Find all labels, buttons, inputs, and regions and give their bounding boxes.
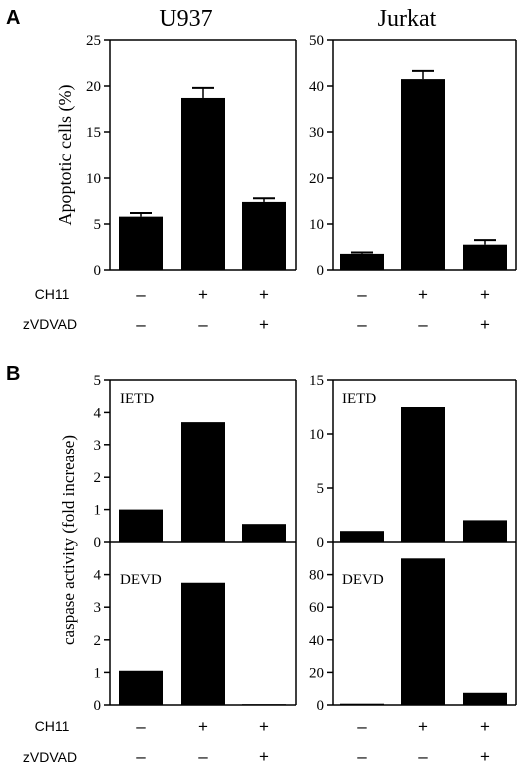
sign-zvdvad-a-jurkat-3: + xyxy=(480,315,490,334)
bar-2 xyxy=(181,97,225,271)
substrate-label: DEVD xyxy=(120,572,162,588)
y-tick-label: 0 xyxy=(317,263,325,279)
bar-3 xyxy=(463,520,507,542)
y-tick-label: 20 xyxy=(309,171,324,187)
sign-ch11-b-u937-2: + xyxy=(198,717,208,736)
sign-zvdvad-b-jurkat-3: + xyxy=(480,747,490,766)
sign-ch11-a-jurkat-2: + xyxy=(418,285,428,304)
row-label-ch11-b: CH11 xyxy=(35,718,70,734)
sign-zvdvad-a-jurkat-1: – xyxy=(357,315,367,334)
sign-ch11-a-u937-3: + xyxy=(259,285,269,304)
bar-3 xyxy=(242,704,286,705)
plot-b-u937-devd: 0 1 2 3 4 DEVD xyxy=(94,542,297,714)
y-tick-label: 50 xyxy=(309,33,324,49)
y-tick-label: 2 xyxy=(94,633,102,649)
sign-ch11-b-u937-3: + xyxy=(259,717,269,736)
sign-zvdvad-b-u937-1: – xyxy=(136,747,146,766)
y-tick-label: 5 xyxy=(317,481,325,497)
substrate-label: IETD xyxy=(342,391,376,407)
bar-2 xyxy=(181,422,225,542)
sign-ch11-b-u937-1: – xyxy=(136,717,146,736)
bar-3 xyxy=(463,244,507,270)
y-tick-label: 20 xyxy=(309,665,324,681)
y-tick-label: 10 xyxy=(86,171,101,187)
bar-1 xyxy=(119,216,163,270)
sign-ch11-a-u937-2: + xyxy=(198,285,208,304)
plot-a-jurkat: 0 10 20 30 40 50 xyxy=(309,33,517,279)
y-tick-label: 3 xyxy=(94,438,102,454)
bar-2 xyxy=(401,407,445,542)
y-tick-label: 4 xyxy=(94,405,102,421)
row-label-zvdvad-b: zVDVAD xyxy=(23,749,77,765)
y-tick-label: 0 xyxy=(94,263,102,279)
sign-ch11-b-jurkat-2: + xyxy=(418,717,428,736)
sign-ch11-a-jurkat-1: – xyxy=(357,285,367,304)
y-tick-label: 10 xyxy=(309,217,324,233)
substrate-label: IETD xyxy=(120,391,154,407)
y-tick-label: 4 xyxy=(94,568,102,584)
sign-zvdvad-b-u937-2: – xyxy=(198,747,208,766)
y-tick-label: 25 xyxy=(86,33,101,49)
y-tick-label: 30 xyxy=(309,125,324,141)
plot-a-u937: 0 5 10 15 20 25 xyxy=(86,33,297,279)
panel-label-b: B xyxy=(6,363,20,385)
sign-zvdvad-a-u937-3: + xyxy=(259,315,269,334)
ylabel-caspase: caspase activity (fold increase) xyxy=(59,435,78,645)
sign-zvdvad-a-u937-2: – xyxy=(198,315,208,334)
y-tick-label: 0 xyxy=(94,535,102,551)
chart-title-u937: U937 xyxy=(159,6,212,32)
bar-3 xyxy=(242,524,286,542)
plot-b-jurkat-devd: 0 20 40 60 80 DEVD xyxy=(309,542,517,714)
sign-zvdvad-b-u937-3: + xyxy=(259,747,269,766)
plot-b-jurkat-ietd: 0 5 10 15 IETD xyxy=(309,373,517,551)
y-tick-label: 15 xyxy=(309,373,324,389)
substrate-label: DEVD xyxy=(342,572,384,588)
bar-1 xyxy=(340,531,384,542)
row-label-ch11-a: CH11 xyxy=(35,286,70,302)
y-tick-label: 2 xyxy=(94,470,102,486)
chart-title-jurkat: Jurkat xyxy=(378,6,437,32)
y-tick-label: 60 xyxy=(309,600,324,616)
treatment-signs-a: – + + – + + – – + – – + xyxy=(136,285,490,334)
sign-ch11-b-jurkat-1: – xyxy=(357,717,367,736)
y-tick-label: 3 xyxy=(94,600,102,616)
treatment-signs-b: – + + – + + – – + – – + xyxy=(136,717,490,766)
sign-zvdvad-b-jurkat-2: – xyxy=(418,747,428,766)
bar-1 xyxy=(119,509,163,542)
sign-ch11-a-jurkat-3: + xyxy=(480,285,490,304)
sign-ch11-b-jurkat-3: + xyxy=(480,717,490,736)
sign-zvdvad-a-u937-1: – xyxy=(136,315,146,334)
y-tick-label: 0 xyxy=(317,698,325,714)
bar-3 xyxy=(242,201,286,270)
y-tick-label: 1 xyxy=(94,665,102,681)
y-tick-label: 40 xyxy=(309,633,324,649)
y-tick-label: 10 xyxy=(309,427,324,443)
bar-1 xyxy=(340,253,384,270)
bar-2 xyxy=(401,79,445,270)
y-tick-label: 1 xyxy=(94,503,102,519)
y-tick-label: 20 xyxy=(86,79,101,95)
bar-2 xyxy=(401,558,445,705)
y-tick-label: 40 xyxy=(309,79,324,95)
bar-1 xyxy=(340,703,384,705)
sign-zvdvad-a-jurkat-2: – xyxy=(418,315,428,334)
plot-b-u937-ietd: 0 1 2 3 4 5 IETD xyxy=(94,373,297,551)
bar-1 xyxy=(119,670,163,705)
y-tick-label: 0 xyxy=(317,535,325,551)
bar-2 xyxy=(181,582,225,705)
bar-3 xyxy=(463,692,507,705)
y-tick-label: 80 xyxy=(309,568,324,584)
sign-ch11-a-u937-1: – xyxy=(136,285,146,304)
ylabel-apoptotic: Apoptotic cells (%) xyxy=(55,85,76,226)
row-label-zvdvad-a: zVDVAD xyxy=(23,316,77,332)
y-tick-label: 0 xyxy=(94,698,102,714)
sign-zvdvad-b-jurkat-1: – xyxy=(357,747,367,766)
y-tick-label: 5 xyxy=(94,373,102,389)
panel-label-a: A xyxy=(6,7,20,29)
y-tick-label: 15 xyxy=(86,125,101,141)
y-tick-label: 5 xyxy=(94,217,102,233)
